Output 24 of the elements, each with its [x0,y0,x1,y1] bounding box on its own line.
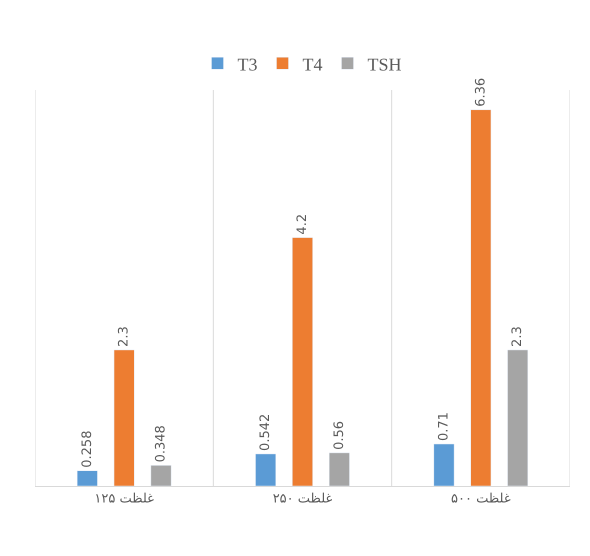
legend-label: T4 [302,54,322,74]
data-label: 4.2 [295,214,310,235]
bar [470,110,492,486]
bar [292,237,313,486]
x-tick-label: غلظت ۲۵۰ [272,492,333,507]
data-label: 6.36 [473,78,488,107]
legend-label: T3 [238,54,258,74]
bar [114,350,135,486]
data-label: 0.258 [80,430,95,468]
data-label: 0.348 [154,425,169,462]
bar [328,452,350,486]
x-tick-label: غلظت ۱۲۵ [94,492,154,507]
data-label: 2.3 [116,326,132,347]
x-tick-label: غلظت ۵۰۰ [451,492,511,507]
bar [150,465,172,486]
bar [434,444,454,486]
legend-label: TSH [368,54,402,74]
bar [76,470,98,486]
data-label: 2.3 [510,326,526,347]
data-label: 0.542 [258,414,274,451]
data-label: 0.56 [332,420,347,450]
bar [255,454,276,486]
data-label: 0.71 [436,412,452,441]
bar [507,350,528,486]
